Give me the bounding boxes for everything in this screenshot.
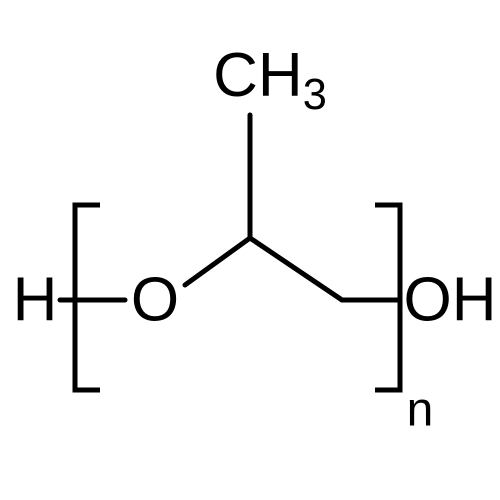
repeat-subscript-n: n — [407, 383, 434, 438]
atom-OH-right: OH — [404, 265, 497, 336]
atom-CH3-text: CH — [213, 41, 303, 110]
atom-CH3-subscript: 3 — [303, 71, 327, 119]
atom-H-left: H — [13, 265, 58, 336]
atom-CH3-top: CH3 — [213, 40, 327, 120]
chemical-structure-diagram: H O CH3 OH n — [0, 0, 500, 500]
atom-O-center: O — [131, 265, 179, 336]
